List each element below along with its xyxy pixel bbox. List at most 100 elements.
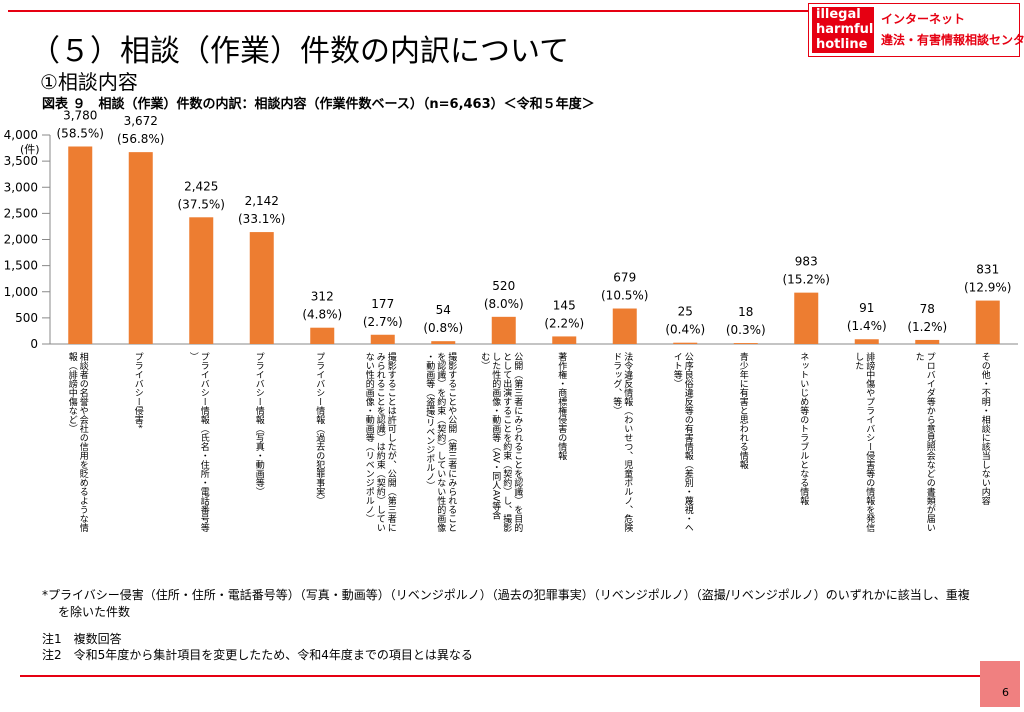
bar-chart: 05001,0001,5002,0002,5003,0003,5004,000(… bbox=[4, 110, 1018, 533]
bar bbox=[794, 292, 819, 344]
bar-value-label: 2,425 bbox=[184, 179, 218, 193]
bar bbox=[128, 152, 153, 344]
x-category-label: 著作権・商標権侵害の情報 bbox=[556, 351, 567, 461]
x-category-label: ） bbox=[188, 352, 199, 361]
y-axis-unit-label: (件) bbox=[20, 143, 40, 156]
x-category-label: として出演することを約束（契約）し、撮影 bbox=[501, 352, 512, 533]
hotline-logo: illegal harmful hotline インターネット 違法・有害情報相… bbox=[808, 3, 1024, 57]
footnote-line2: を除いた件数 bbox=[58, 605, 131, 619]
bar-percent-label: (0.4%) bbox=[665, 323, 705, 337]
x-category-label: た bbox=[914, 352, 925, 361]
bar bbox=[68, 146, 93, 344]
x-category-label: 撮影することは許可したが、公開（第三者に bbox=[386, 351, 397, 532]
x-category-label: ドラッグ、等） bbox=[611, 352, 622, 415]
bar-percent-label: (58.5%) bbox=[57, 126, 104, 140]
x-category-label: 撮影することや公開（第三者にみられること bbox=[446, 351, 457, 532]
section-subtitle: ①相談内容 bbox=[40, 70, 138, 94]
y-tick-label: 2,500 bbox=[4, 206, 38, 220]
figure-caption: 図表 ９ 相談（作業）件数の内訳：相談内容（作業件数ベース）（n=6,463）＜… bbox=[42, 97, 595, 112]
x-category-label: 青少年に有害と思われる情報 bbox=[738, 351, 749, 470]
bar-value-label: 3,672 bbox=[124, 114, 158, 128]
logo-text-line2: 違法・有害情報相談センター bbox=[881, 33, 1024, 47]
x-category-label: 報（誹謗中傷など） bbox=[67, 352, 78, 433]
bar-percent-label: (8.0%) bbox=[484, 297, 524, 311]
bar bbox=[673, 342, 698, 344]
bar-percent-label: (0.3%) bbox=[726, 323, 766, 337]
page-title: （５）相談（作業）件数の内訳について bbox=[30, 34, 570, 69]
bar bbox=[915, 339, 940, 344]
x-category-label: プライバシー情報（過去の犯罪事実） bbox=[314, 352, 325, 505]
bar bbox=[552, 336, 577, 344]
bar bbox=[975, 300, 1000, 344]
bar-value-label: 831 bbox=[976, 263, 999, 277]
bar-value-label: 78 bbox=[920, 302, 935, 316]
bar bbox=[249, 232, 274, 344]
x-category-label: 誹謗中傷やプライバシー侵害等の情報を発信 bbox=[864, 351, 875, 533]
y-tick-label: 3,500 bbox=[4, 154, 38, 168]
logo-mark-line: illegal bbox=[816, 7, 861, 22]
bar-percent-label: (2.7%) bbox=[363, 315, 403, 329]
x-category-label: ネットいじめ等のトラブルとなる情報 bbox=[798, 352, 809, 506]
logo-mark-line: hotline bbox=[816, 37, 868, 52]
bar-percent-label: (15.2%) bbox=[783, 273, 830, 287]
x-category-label: プライバシー情報（氏名・住所・電話番号等 bbox=[199, 352, 210, 532]
logo-text-line1: インターネット bbox=[881, 12, 966, 26]
bar-percent-label: (12.9%) bbox=[964, 281, 1011, 295]
bar-percent-label: (1.4%) bbox=[847, 319, 887, 333]
bar bbox=[491, 316, 516, 344]
logo-mark: illegal harmful hotline bbox=[812, 7, 874, 53]
x-category-label: その他・不明・相談に該当しない内容 bbox=[980, 352, 991, 506]
bar-percent-label: (0.8%) bbox=[423, 321, 463, 335]
x-category-label: 相談者の名誉や会社の信用を貶めるような情 bbox=[78, 351, 89, 533]
logo-mark-line: harmful bbox=[816, 22, 874, 37]
x-category-label: 公序良俗違反等の有害情報（差別・蔑視・ヘ bbox=[683, 352, 694, 532]
y-tick-label: 1,500 bbox=[4, 259, 38, 273]
x-category-label: プライバシー情報（写真・動画等） bbox=[254, 352, 265, 496]
x-category-label: ・動画等（盗撮/リベンジポルノ） bbox=[424, 352, 435, 490]
bar-value-label: 3,780 bbox=[63, 110, 97, 122]
bar-value-label: 2,142 bbox=[245, 194, 279, 208]
x-category-label: した性的画像・動画等（AV・同人AV等含 bbox=[490, 352, 501, 520]
bar bbox=[854, 339, 879, 344]
bar-value-label: 177 bbox=[371, 297, 394, 311]
x-category-label: を認識）を約束（契約）していない性的画像 bbox=[435, 352, 446, 532]
bar bbox=[612, 308, 637, 344]
y-tick-label: 0 bbox=[30, 337, 38, 351]
header-rule bbox=[8, 10, 808, 12]
y-tick-label: 4,000 bbox=[4, 128, 38, 142]
x-category-label: む） bbox=[479, 352, 490, 370]
x-category-label: 公開（第三者にみられることを認識）を目的 bbox=[512, 352, 523, 533]
x-category-label: イト等） bbox=[672, 352, 683, 388]
bar-value-label: 983 bbox=[795, 255, 818, 269]
footer-rule bbox=[20, 675, 980, 677]
x-category-label: した bbox=[853, 352, 864, 370]
bar-value-label: 54 bbox=[436, 303, 451, 317]
x-category-label: プロバイダ等から意見照会などの書類が届い bbox=[925, 352, 936, 532]
x-category-label: プライバシー侵害* bbox=[133, 352, 144, 429]
x-category-label: みられることを認識）は約束（契約）してい bbox=[375, 352, 386, 532]
bar-percent-label: (56.8%) bbox=[117, 132, 164, 146]
x-category-label: 法令違反情報（わいせつ、児童ポルノ、危険 bbox=[622, 351, 633, 533]
bar-value-label: 312 bbox=[311, 290, 334, 304]
page-number-box bbox=[980, 661, 1020, 707]
bar-value-label: 18 bbox=[738, 305, 753, 319]
bar-percent-label: (2.2%) bbox=[544, 316, 584, 330]
y-tick-label: 3,000 bbox=[4, 180, 38, 194]
bar bbox=[370, 334, 395, 344]
bar bbox=[431, 341, 456, 344]
footnote-line1: *プライバシー侵害（住所・住所・電話番号等）（写真・動画等）（リベンジポルノ）（… bbox=[42, 588, 970, 602]
bar-percent-label: (10.5%) bbox=[601, 289, 648, 303]
bar bbox=[733, 343, 758, 344]
bar bbox=[189, 217, 214, 344]
bar-percent-label: (33.1%) bbox=[238, 212, 285, 226]
page-number: 6 bbox=[1002, 686, 1009, 699]
y-tick-label: 500 bbox=[15, 311, 38, 325]
bar-value-label: 91 bbox=[859, 301, 874, 315]
note-2: 注2 令和5年度から集計項目を変更したため、令和4年度までの項目とは異なる bbox=[42, 648, 473, 662]
y-tick-label: 1,000 bbox=[4, 285, 38, 299]
bar bbox=[310, 327, 335, 344]
note-1: 注1 複数回答 bbox=[42, 632, 122, 646]
bar-percent-label: (4.8%) bbox=[302, 308, 342, 322]
bar-value-label: 25 bbox=[678, 305, 693, 319]
bar-value-label: 679 bbox=[613, 271, 636, 285]
